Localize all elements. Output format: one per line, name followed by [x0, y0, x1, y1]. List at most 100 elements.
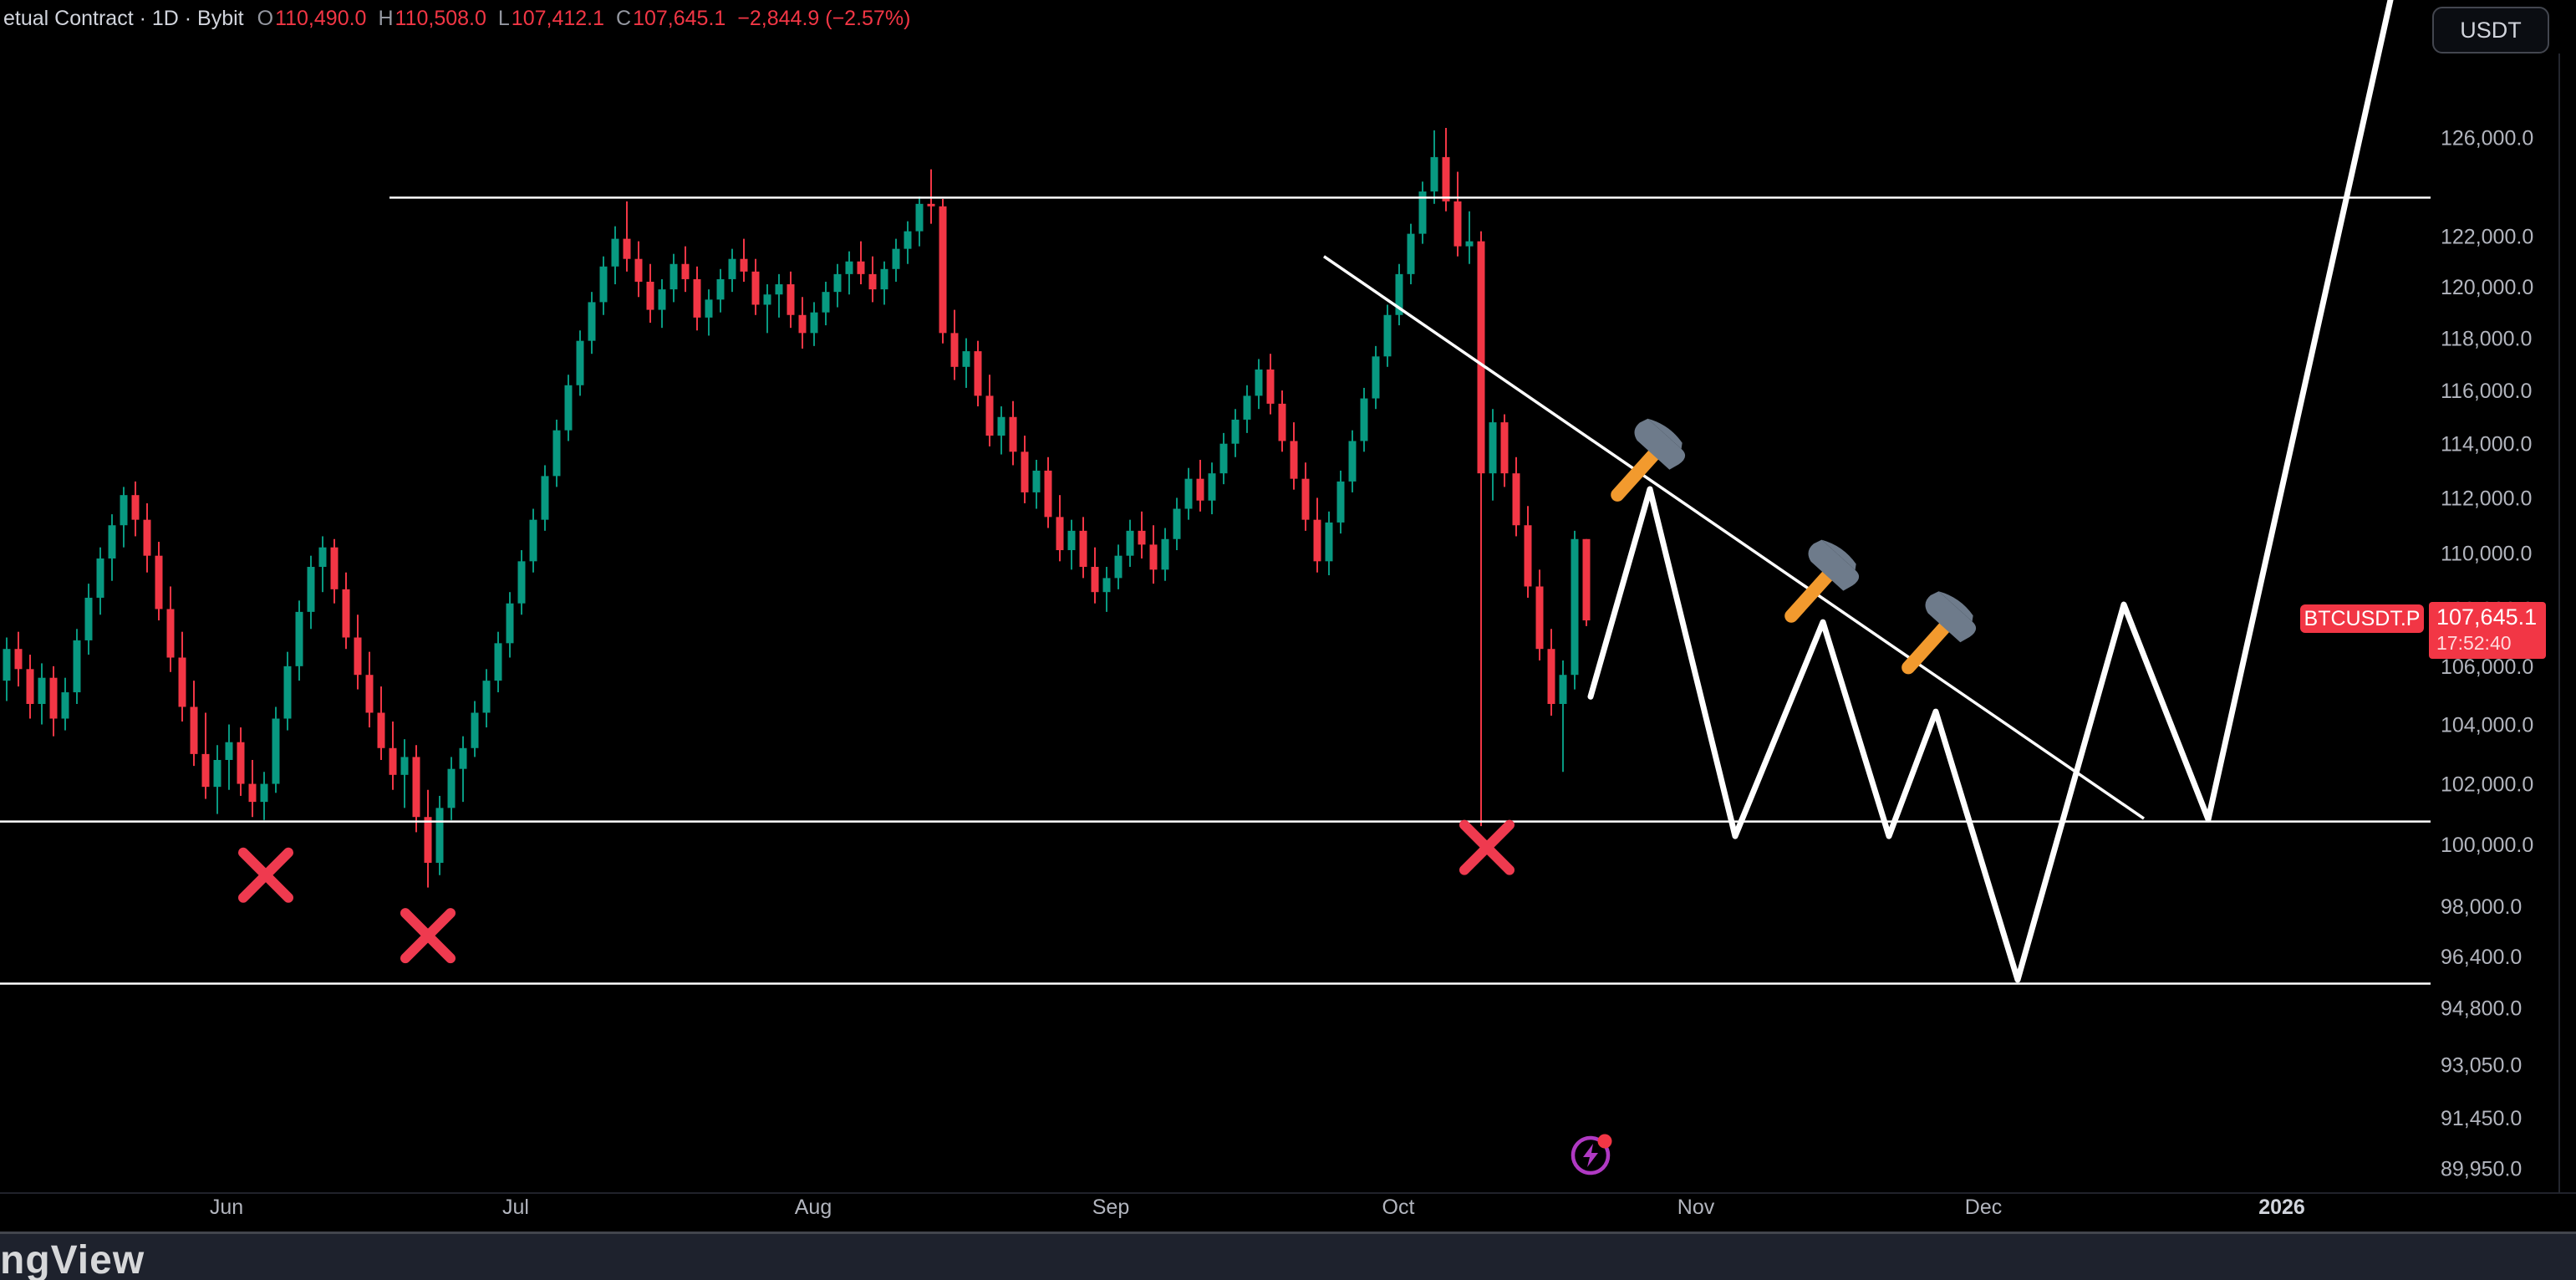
candle [693, 278, 701, 318]
price-tick-label: 104,000.0 [2441, 714, 2533, 737]
candle [1290, 441, 1298, 479]
candle [623, 238, 631, 259]
price-tick-label: 114,000.0 [2441, 433, 2532, 456]
candle [61, 692, 69, 719]
candle [1138, 530, 1146, 545]
candle [471, 712, 479, 748]
candle [120, 495, 128, 526]
tradingview-logo[interactable]: ngView [0, 1238, 145, 1280]
price-tick-label: 126,000.0 [2441, 127, 2533, 150]
candle [705, 299, 713, 318]
chart-header: etual Contract · 1D · Bybit O 110,490.0 H… [3, 7, 910, 31]
time-tick-label: Nov [1677, 1196, 1715, 1219]
candle [1196, 478, 1204, 501]
candle [190, 706, 198, 754]
candle [38, 677, 46, 704]
symbol-price-badge[interactable]: BTCUSDT.P [2300, 604, 2424, 633]
candles-layer [3, 127, 1591, 888]
candle [1208, 473, 1216, 501]
symbol-title[interactable]: etual Contract · 1D · Bybit [3, 7, 244, 30]
candle [131, 495, 140, 520]
candle [1360, 398, 1368, 441]
candle [1336, 481, 1345, 523]
candle [166, 609, 175, 658]
time-tick-label: 2026 [2258, 1196, 2305, 1219]
candle [728, 258, 736, 279]
time-axis[interactable]: Jun Jul Aug Sep Oct Nov Dec 2026 [210, 1196, 2305, 1219]
x-mark-icon[interactable] [238, 847, 293, 903]
candle [880, 268, 888, 290]
candle [283, 665, 292, 719]
candle [1009, 416, 1017, 452]
candle [248, 783, 257, 803]
close-value: 107,645.1 [633, 7, 726, 30]
time-tick-label: Aug [795, 1196, 832, 1219]
candle [143, 519, 151, 556]
candle [868, 273, 877, 290]
candle [822, 292, 830, 313]
price-tick-label: 102,000.0 [2441, 773, 2533, 797]
x-mark-icon[interactable] [1459, 819, 1515, 875]
candle [1383, 314, 1392, 357]
candle [1067, 530, 1076, 551]
candle [962, 351, 970, 367]
candle [599, 266, 608, 303]
time-tick-label: Dec [1965, 1196, 2002, 1219]
candle [552, 430, 561, 477]
candle [1173, 508, 1181, 539]
price-tick-label: 116,000.0 [2441, 380, 2532, 403]
current-price-label[interactable]: 107,645.1 17:52:40 [2429, 602, 2546, 659]
candle [377, 712, 385, 748]
candle [1091, 567, 1099, 593]
candle [1161, 538, 1169, 570]
candle [646, 281, 654, 310]
low-label: L [497, 7, 510, 30]
price-tick-label: 96,400.0 [2441, 946, 2522, 969]
candle [1126, 530, 1134, 556]
candle [389, 747, 397, 775]
candle [1184, 478, 1193, 509]
trendline-drawing[interactable] [1323, 255, 2145, 820]
price-tick-label: 106,000.0 [2441, 655, 2533, 679]
ohlc-readout: O 110,490.0 H 110,508.0 L 107,412.1 C 107,64… [257, 7, 911, 31]
candle [330, 547, 339, 589]
candle [787, 284, 795, 315]
candle [611, 238, 619, 267]
x-mark-icon[interactable] [400, 908, 456, 964]
candle [658, 289, 666, 310]
candle [974, 351, 982, 396]
candle [482, 681, 491, 713]
candle [1301, 478, 1310, 520]
candle [365, 675, 374, 713]
currency-toggle-button[interactable]: USDT [2432, 7, 2549, 54]
candle [96, 558, 104, 598]
price-tick-label: 98,000.0 [2441, 895, 2522, 919]
candle [1266, 369, 1275, 404]
candle [447, 768, 456, 808]
hammer-icon[interactable] [1589, 411, 1693, 518]
candle [1056, 517, 1064, 551]
candle [108, 525, 116, 559]
hammer-icon[interactable] [1763, 532, 1867, 639]
candle [517, 561, 526, 604]
candle [1512, 473, 1520, 526]
candle [775, 284, 783, 295]
candle [1231, 419, 1240, 444]
candle [985, 395, 994, 436]
candle [716, 278, 725, 300]
bolt-reminder-icon[interactable] [1571, 1134, 1612, 1175]
price-axis[interactable]: 126,000.0 122,000.0 120,000.0 118,000.0 116,… [2441, 127, 2533, 1181]
candle [459, 747, 467, 769]
high-label: H [378, 7, 394, 30]
candle [1442, 156, 1450, 201]
zigzag-projection-drawing[interactable] [1587, 0, 2394, 983]
candle [494, 643, 502, 681]
candle [1032, 470, 1041, 492]
candle [1114, 555, 1123, 579]
time-tick-label: Oct [1382, 1196, 1415, 1219]
candle [1465, 241, 1474, 247]
candle [354, 637, 362, 676]
candle [1489, 422, 1497, 474]
